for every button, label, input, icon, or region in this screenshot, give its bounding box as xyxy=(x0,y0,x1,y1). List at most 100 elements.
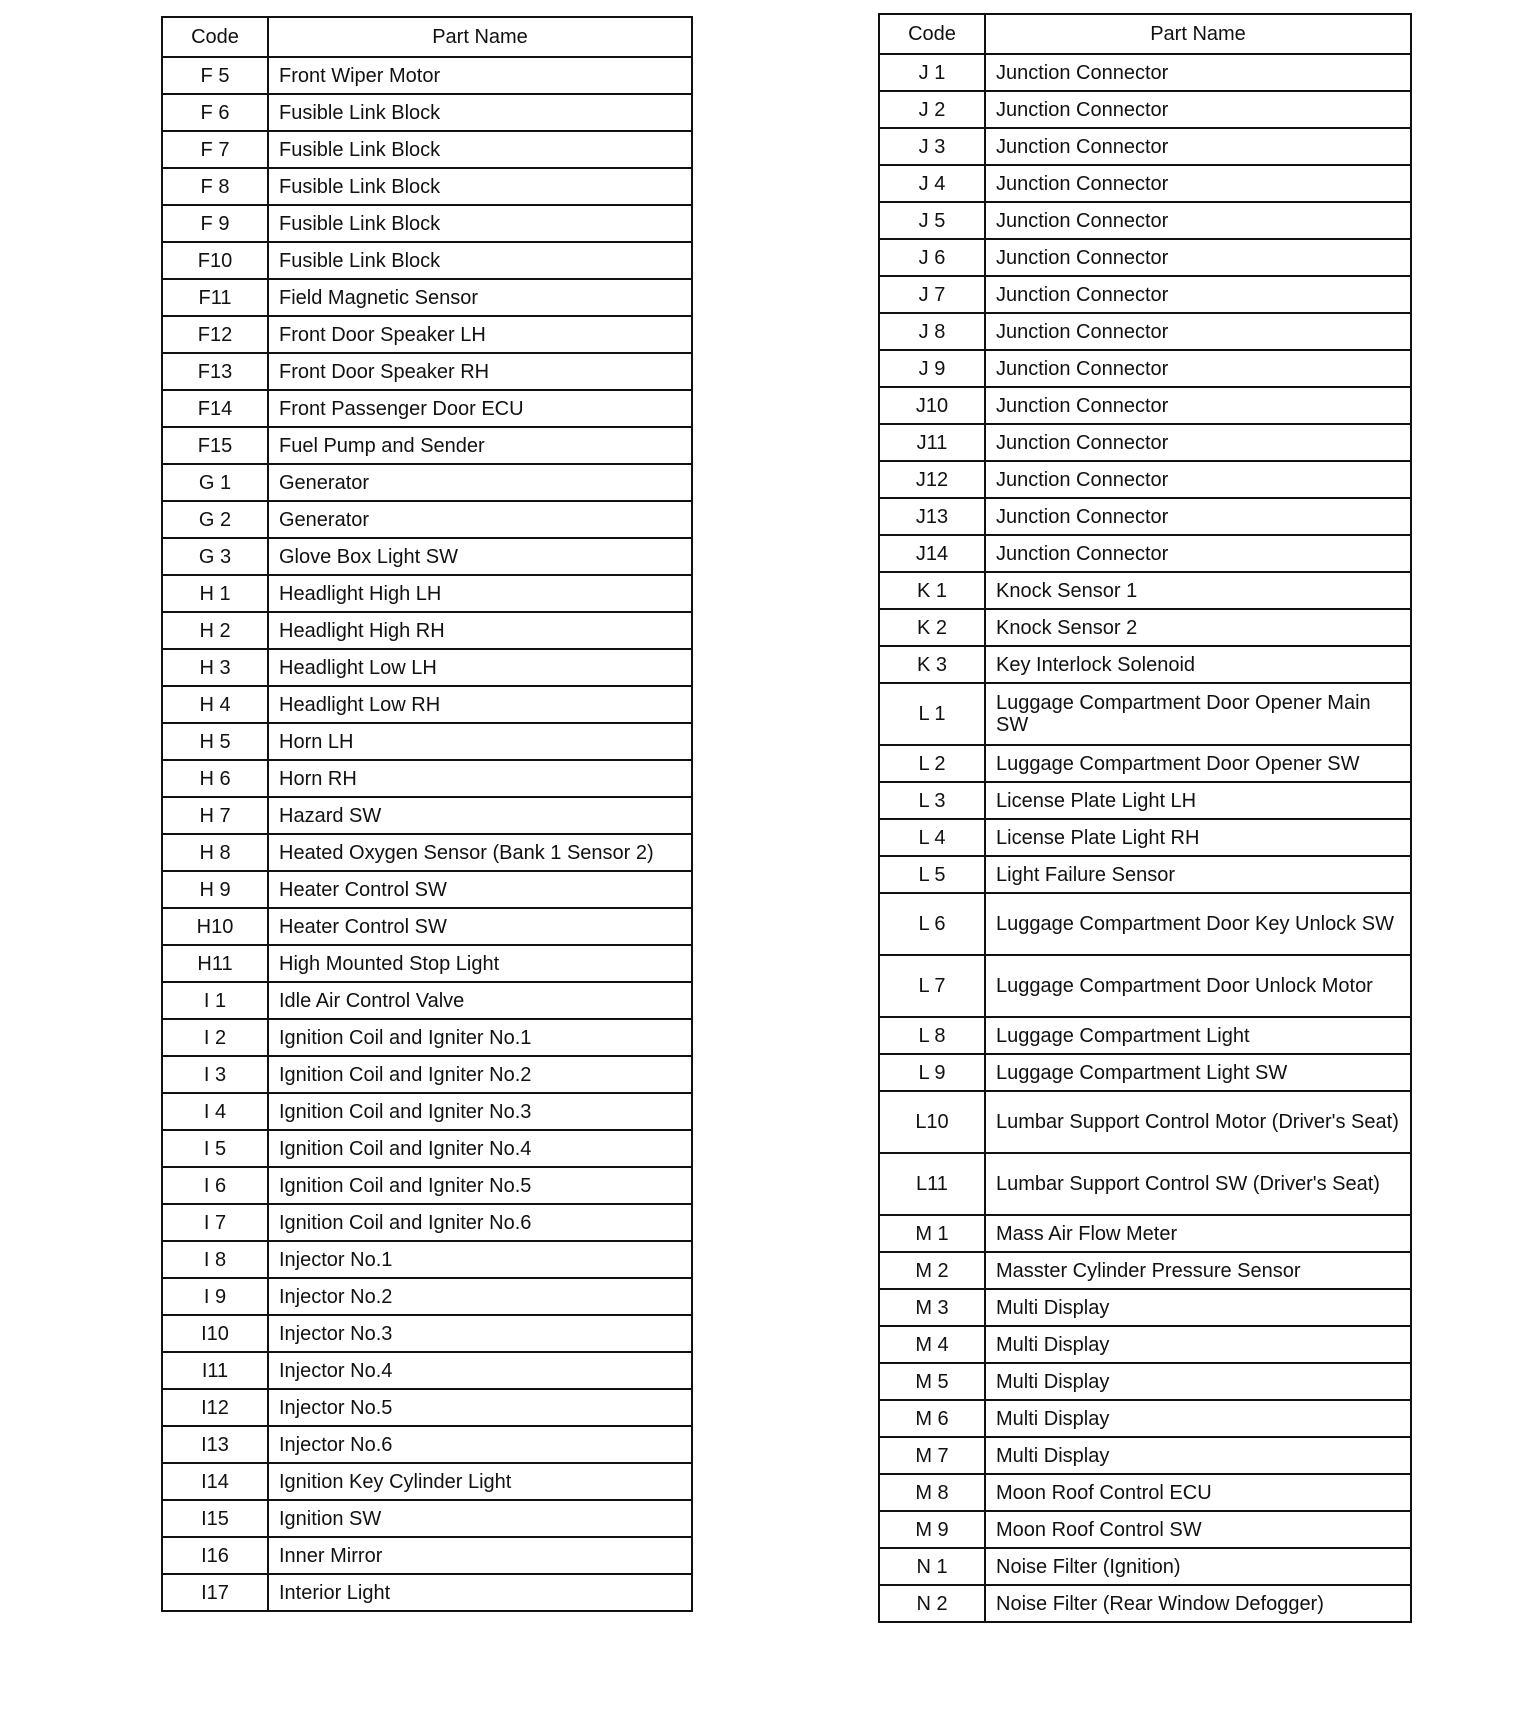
part-name-cell: Masster Cylinder Pressure Sensor xyxy=(984,1251,1412,1290)
part-name-cell: Junction Connector xyxy=(984,423,1412,462)
part-name-cell: Injector No.6 xyxy=(267,1425,693,1464)
code-cell: I 9 xyxy=(161,1277,269,1316)
code-cell: K 3 xyxy=(878,645,986,684)
part-name-cell: Junction Connector xyxy=(984,238,1412,277)
table-row: I14 Ignition Key Cylinder Light xyxy=(161,1462,693,1501)
table-row: H 1 Headlight High LH xyxy=(161,574,693,613)
code-cell: M 3 xyxy=(878,1288,986,1327)
code-cell: F 8 xyxy=(161,167,269,206)
code-cell: F11 xyxy=(161,278,269,317)
parts-table-left: Code Part Name F 5 Front Wiper Motor F 6 Fu… xyxy=(161,16,693,1612)
table-row: I 4 Ignition Coil and Igniter No.3 xyxy=(161,1092,693,1131)
table-row: I16 Inner Mirror xyxy=(161,1536,693,1575)
table-row: L 9 Luggage Compartment Light SW xyxy=(878,1053,1412,1092)
code-cell: G 2 xyxy=(161,500,269,539)
table-row: N 1 Noise Filter (Ignition) xyxy=(878,1547,1412,1586)
part-name-cell: Injector No.1 xyxy=(267,1240,693,1279)
code-cell: M 4 xyxy=(878,1325,986,1364)
table-row: H10 Heater Control SW xyxy=(161,907,693,946)
table-row: M 2 Masster Cylinder Pressure Sensor xyxy=(878,1251,1412,1290)
part-name-cell: Fusible Link Block xyxy=(267,167,693,206)
code-cell: I 7 xyxy=(161,1203,269,1242)
code-cell: I14 xyxy=(161,1462,269,1501)
code-cell: F 5 xyxy=(161,56,269,95)
part-name-cell: Heater Control SW xyxy=(267,907,693,946)
table-row: K 1 Knock Sensor 1 xyxy=(878,571,1412,610)
table-row: G 3 Glove Box Light SW xyxy=(161,537,693,576)
table-row: J 1 Junction Connector xyxy=(878,53,1412,92)
code-cell: J 7 xyxy=(878,275,986,314)
header-part-name: Part Name xyxy=(984,13,1412,55)
code-cell: I10 xyxy=(161,1314,269,1353)
table-row: M 4 Multi Display xyxy=(878,1325,1412,1364)
code-cell: H 9 xyxy=(161,870,269,909)
code-cell: H 3 xyxy=(161,648,269,687)
part-name-cell: License Plate Light LH xyxy=(984,781,1412,820)
part-name-cell: Junction Connector xyxy=(984,349,1412,388)
code-cell: J14 xyxy=(878,534,986,573)
table-row: F 6 Fusible Link Block xyxy=(161,93,693,132)
part-name-cell: Inner Mirror xyxy=(267,1536,693,1575)
code-cell: J 2 xyxy=(878,90,986,129)
code-cell: J 8 xyxy=(878,312,986,351)
code-cell: L11 xyxy=(878,1152,986,1216)
code-cell: I 5 xyxy=(161,1129,269,1168)
code-cell: I 6 xyxy=(161,1166,269,1205)
code-cell: J13 xyxy=(878,497,986,536)
code-cell: J12 xyxy=(878,460,986,499)
part-name-cell: Luggage Compartment Light xyxy=(984,1016,1412,1055)
table-row: M 9 Moon Roof Control SW xyxy=(878,1510,1412,1549)
table-header-row: Code Part Name xyxy=(878,13,1412,55)
code-cell: F14 xyxy=(161,389,269,428)
code-cell: H 8 xyxy=(161,833,269,872)
part-name-cell: Glove Box Light SW xyxy=(267,537,693,576)
table-row: I17 Interior Light xyxy=(161,1573,693,1612)
part-name-cell: Front Door Speaker LH xyxy=(267,315,693,354)
table-row: J11 Junction Connector xyxy=(878,423,1412,462)
code-cell: I 4 xyxy=(161,1092,269,1131)
table-row: F 9 Fusible Link Block xyxy=(161,204,693,243)
part-name-cell: Fusible Link Block xyxy=(267,93,693,132)
table-row: L 7 Luggage Compartment Door Unlock Motor xyxy=(878,954,1412,1018)
header-part-name: Part Name xyxy=(267,16,693,58)
table-row: I 3 Ignition Coil and Igniter No.2 xyxy=(161,1055,693,1094)
part-name-cell: Knock Sensor 1 xyxy=(984,571,1412,610)
part-name-cell: Injector No.3 xyxy=(267,1314,693,1353)
table-row: M 6 Multi Display xyxy=(878,1399,1412,1438)
part-name-cell: Heated Oxygen Sensor (Bank 1 Sensor 2) xyxy=(267,833,693,872)
table-row: K 2 Knock Sensor 2 xyxy=(878,608,1412,647)
code-cell: H 5 xyxy=(161,722,269,761)
code-cell: L 9 xyxy=(878,1053,986,1092)
table-row: L11 Lumbar Support Control SW (Driver's S… xyxy=(878,1152,1412,1216)
part-name-cell: Junction Connector xyxy=(984,201,1412,240)
table-row: F15 Fuel Pump and Sender xyxy=(161,426,693,465)
code-cell: J 9 xyxy=(878,349,986,388)
table-row: F11 Field Magnetic Sensor xyxy=(161,278,693,317)
part-name-cell: Junction Connector xyxy=(984,275,1412,314)
code-cell: M 6 xyxy=(878,1399,986,1438)
part-name-cell: Multi Display xyxy=(984,1288,1412,1327)
part-name-cell: Ignition Coil and Igniter No.5 xyxy=(267,1166,693,1205)
code-cell: I 2 xyxy=(161,1018,269,1057)
part-name-cell: Moon Roof Control ECU xyxy=(984,1473,1412,1512)
table-row: I15 Ignition SW xyxy=(161,1499,693,1538)
code-cell: H 7 xyxy=(161,796,269,835)
part-name-cell: Headlight High LH xyxy=(267,574,693,613)
code-cell: L 3 xyxy=(878,781,986,820)
code-cell: H10 xyxy=(161,907,269,946)
part-name-cell: Front Passenger Door ECU xyxy=(267,389,693,428)
table-row: H 9 Heater Control SW xyxy=(161,870,693,909)
part-name-cell: Multi Display xyxy=(984,1399,1412,1438)
code-cell: L 1 xyxy=(878,682,986,746)
table-row: K 3 Key Interlock Solenoid xyxy=(878,645,1412,684)
part-name-cell: Junction Connector xyxy=(984,386,1412,425)
table-row: J13 Junction Connector xyxy=(878,497,1412,536)
table-row: H 6 Horn RH xyxy=(161,759,693,798)
code-cell: I12 xyxy=(161,1388,269,1427)
code-cell: I13 xyxy=(161,1425,269,1464)
code-cell: J 4 xyxy=(878,164,986,203)
table-row: I 7 Ignition Coil and Igniter No.6 xyxy=(161,1203,693,1242)
code-cell: I 3 xyxy=(161,1055,269,1094)
table-row: L 1 Luggage Compartment Door Opener Main … xyxy=(878,682,1412,746)
table-row: F13 Front Door Speaker RH xyxy=(161,352,693,391)
